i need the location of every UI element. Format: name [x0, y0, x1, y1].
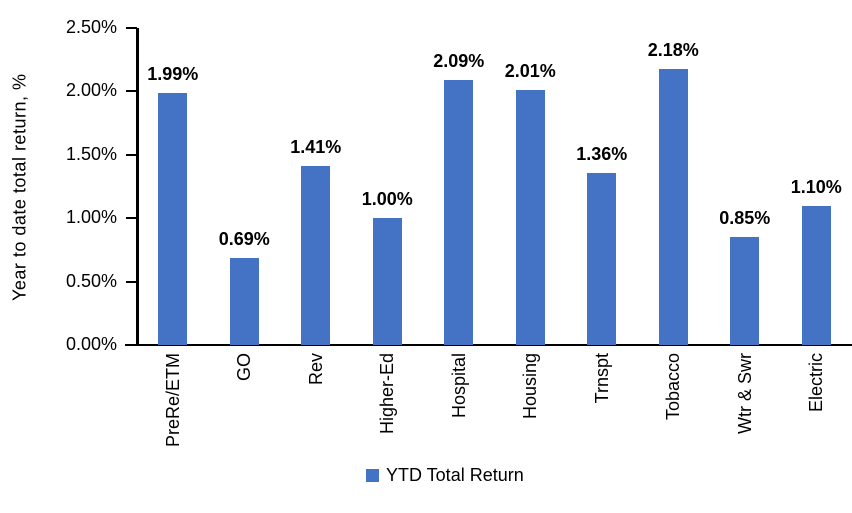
y-tick-label: 2.50% [65, 17, 117, 37]
bar-value-label: 2.18% [647, 39, 699, 60]
y-tick-label: 0.50% [65, 270, 117, 291]
bar [801, 205, 831, 345]
x-tick-label: Higher-Ed [377, 353, 398, 435]
x-tick-label: Rev [305, 353, 326, 386]
bar [372, 218, 402, 345]
bar-value-label: 1.41% [290, 137, 342, 158]
bar-value-label: 1.36% [576, 143, 628, 164]
bar-value-label: 2.09% [433, 50, 485, 71]
x-tick-label: PreRe/ETM [162, 353, 183, 448]
bar-value-label: 1.00% [361, 189, 413, 210]
x-axis-line [125, 343, 852, 346]
bar [301, 166, 331, 345]
bar [658, 68, 688, 345]
y-axis-title: Year to date total return, % [9, 73, 30, 301]
bar-value-label: 2.01% [504, 61, 556, 82]
bar-value-label: 1.99% [147, 63, 199, 84]
y-tick-mark [126, 153, 137, 156]
bar [730, 237, 760, 345]
bar-value-label: 0.69% [218, 228, 270, 249]
x-tick-label: Trnspt [591, 353, 612, 404]
bar [158, 92, 188, 345]
x-tick-label: Tobacco [663, 353, 684, 421]
bar [515, 90, 545, 345]
y-tick-mark [126, 26, 137, 30]
y-tick-mark [126, 217, 137, 220]
y-axis-line [136, 28, 139, 346]
x-tick-label: Electric [806, 353, 827, 413]
bar [444, 79, 474, 345]
legend-label: YTD Total Return [386, 465, 524, 485]
y-tick-mark [126, 280, 137, 283]
y-tick-label: 1.50% [65, 143, 117, 164]
x-tick-label: Hospital [448, 353, 469, 419]
x-tick-label: Housing [520, 353, 541, 420]
y-tick-label: 0.00% [65, 334, 117, 354]
legend-swatch [366, 469, 379, 482]
legend: YTD Total Return [366, 465, 524, 486]
bar [229, 257, 259, 345]
y-tick-mark [126, 90, 137, 93]
x-tick-label: GO [234, 353, 255, 382]
bar-value-label: 1.10% [790, 176, 842, 197]
x-tick-label: Wtr & Swr [734, 353, 755, 434]
bar-value-label: 0.85% [719, 208, 771, 229]
y-tick-label: 2.00% [65, 80, 117, 101]
bar [587, 172, 617, 345]
y-tick-label: 1.00% [65, 207, 117, 228]
